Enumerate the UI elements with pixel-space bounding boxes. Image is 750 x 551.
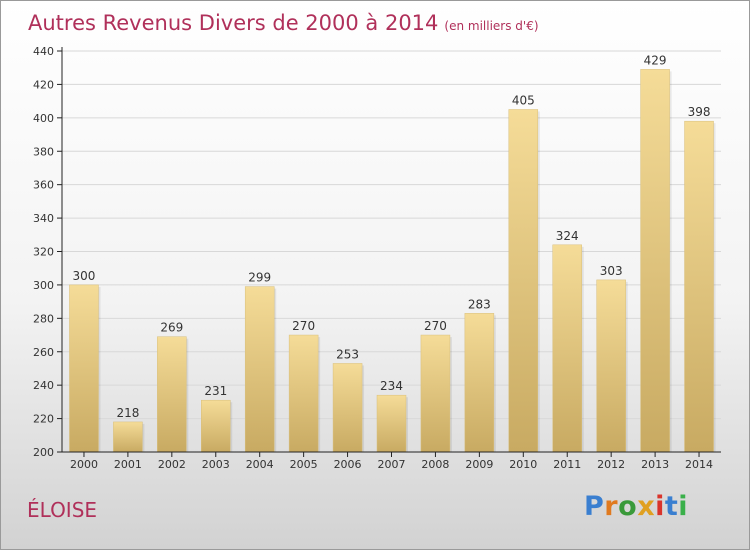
bar [201,399,231,453]
x-tick-label: 2003 [202,458,230,471]
x-tick-label: 2007 [378,458,406,471]
labels: 200 220 240 260 280 300 320 340 360 380 400 420 440 3… [33,45,713,471]
y-tick-label: 240 [33,379,54,392]
bar [684,120,714,453]
y-tick-label: 280 [33,312,54,325]
x-tick-label: 2004 [246,458,274,471]
bar [332,363,363,453]
y-tick-label: 300 [33,279,54,292]
bar [596,279,626,453]
y-tick-label: 200 [33,446,54,459]
y-tick-label: 320 [33,246,54,259]
y-tick-label: 260 [33,346,54,359]
value-label: 283 [468,297,491,311]
bar [244,286,275,453]
value-label: 324 [556,229,579,243]
y-tick-label: 360 [33,179,54,192]
bar [288,334,319,453]
value-label: 231 [204,384,227,398]
logo-letter: r [604,491,619,522]
bar [157,336,187,453]
bar [640,69,670,453]
value-label: 303 [600,264,623,278]
chart-subtitle: (en milliers d'€) [444,19,539,33]
logo-letter: i [678,491,689,522]
logo-letter: o [618,491,638,522]
x-tick-label: 2000 [70,458,98,471]
y-tick-label: 220 [33,413,54,426]
value-label: 270 [292,319,315,333]
place-name: ÉLOISE [27,498,98,522]
bar [508,109,539,453]
x-tick-label: 2005 [290,458,318,471]
y-tick-label: 420 [33,78,54,91]
value-label: 429 [644,53,667,67]
x-tick-label: 2011 [553,458,581,471]
logo-letter: x [637,491,656,522]
x-tick-label: 2010 [509,458,537,471]
y-tick-label: 340 [33,212,54,225]
x-tick-label: 2009 [465,458,493,471]
value-label: 269 [160,321,183,335]
bar [113,421,143,453]
y-tick-label: 380 [33,145,54,158]
x-tick-label: 2006 [334,458,362,471]
x-tick-label: 2013 [641,458,669,471]
value-label: 218 [116,406,139,420]
logo-letter: t [664,491,679,522]
y-tick-label: 400 [33,112,54,125]
bar [420,334,451,453]
value-label: 253 [336,347,359,361]
chart-title: Autres Revenus Divers de 2000 à 2014 (en … [28,11,539,35]
x-tick-label: 2001 [114,458,142,471]
x-tick-label: 2014 [685,458,713,471]
x-tick-label: 2008 [421,458,449,471]
bars [69,69,716,453]
value-label: 299 [248,271,271,285]
logo-letter: i [655,491,665,522]
bar [552,244,582,453]
bar [69,284,99,453]
value-label: 234 [380,379,403,393]
y-tick-label: 440 [33,45,54,58]
value-label: 398 [688,105,711,119]
x-tick-label: 2002 [158,458,186,471]
logo-letter: P [584,491,605,522]
bar [376,394,407,453]
title-text: Autres Revenus Divers de 2000 à 2014 [28,11,439,35]
value-label: 270 [424,319,447,333]
bar [464,313,495,453]
value-label: 300 [73,269,96,283]
value-label: 405 [512,93,535,107]
proxiti-logo: Proxiti [584,491,688,522]
x-tick-label: 2012 [597,458,625,471]
axes [57,47,721,457]
